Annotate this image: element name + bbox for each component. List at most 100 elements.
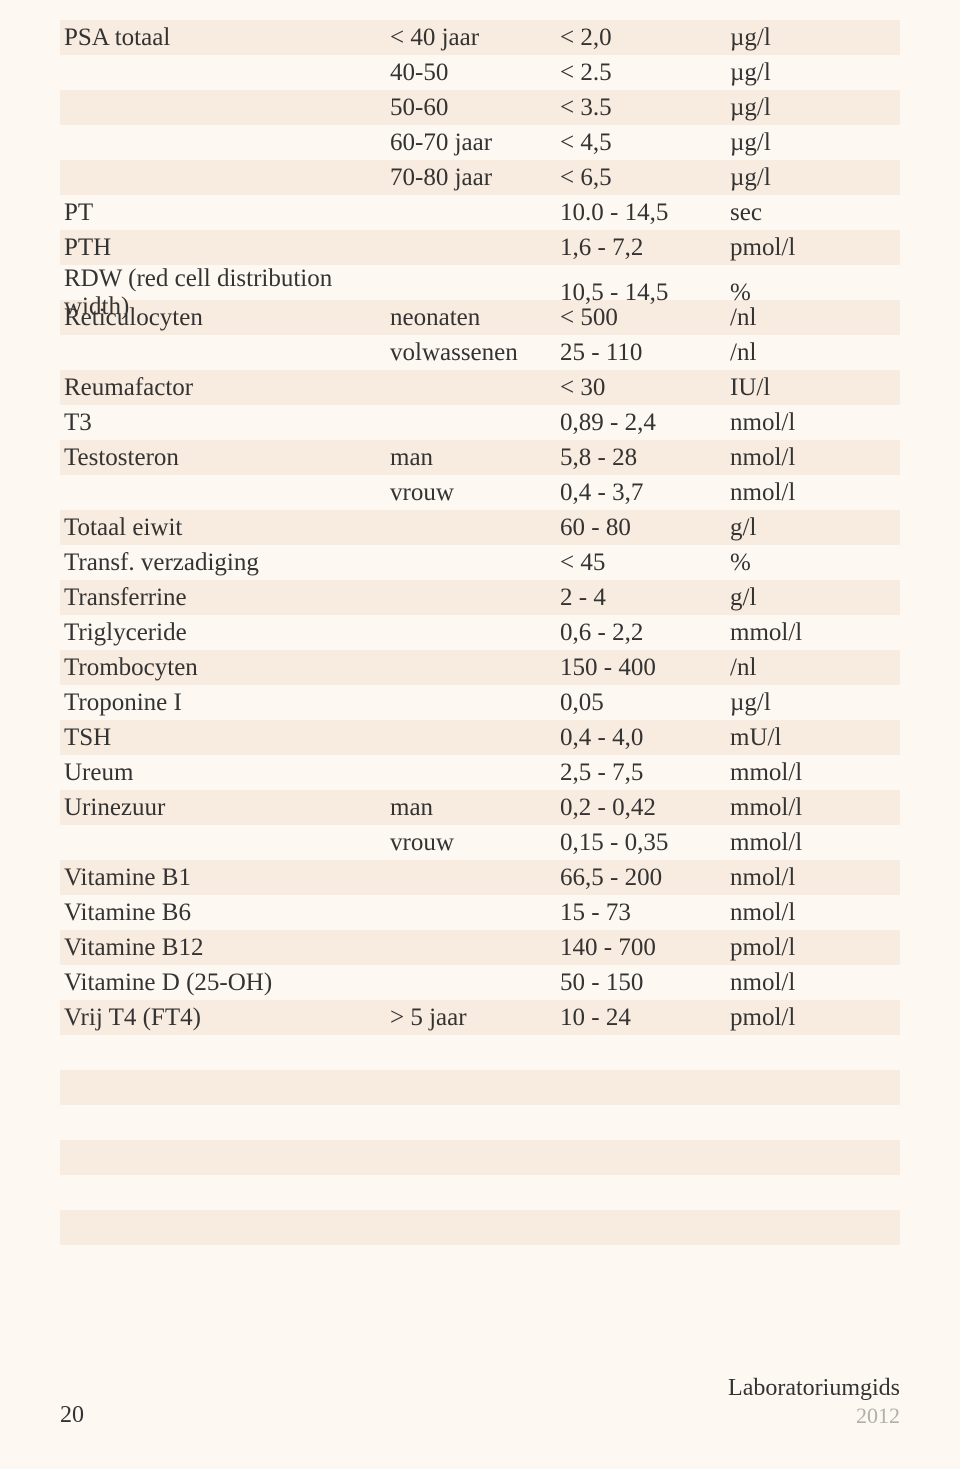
unit: mmol/l	[730, 619, 900, 647]
table-row: Transf. verzadiging < 45%	[60, 545, 900, 580]
qualifier: vrouw	[390, 829, 560, 857]
qualifier: < 40 jaar	[390, 24, 560, 52]
analyte-name: Ureum	[60, 759, 390, 787]
table-row: Vitamine B615 - 73nmol/l	[60, 895, 900, 930]
page-footer: 20 Laboratoriumgids 2012	[60, 1374, 900, 1429]
unit: mU/l	[730, 724, 900, 752]
unit: mmol/l	[730, 794, 900, 822]
table-row	[60, 1035, 900, 1070]
table-row	[60, 1175, 900, 1210]
unit: nmol/l	[730, 444, 900, 472]
unit: /nl	[730, 304, 900, 332]
unit: %	[730, 549, 900, 577]
qualifier: 60-70 jaar	[390, 129, 560, 157]
unit: µg/l	[730, 59, 900, 87]
reference-value: 0,4 - 4,0	[560, 724, 730, 752]
analyte-name: PSA totaal	[60, 24, 390, 52]
unit: g/l	[730, 514, 900, 542]
table-row: 40-50< 2.5µg/l	[60, 55, 900, 90]
unit: nmol/l	[730, 409, 900, 437]
reference-value: < 500	[560, 304, 730, 332]
unit: µg/l	[730, 129, 900, 157]
reference-value: < 3.5	[560, 94, 730, 122]
analyte-name: TSH	[60, 724, 390, 752]
unit: /nl	[730, 339, 900, 367]
guide-title: Laboratoriumgids	[728, 1374, 900, 1403]
guide-year: 2012	[728, 1403, 900, 1429]
reference-value: 150 - 400	[560, 654, 730, 682]
reference-value: 0,2 - 0,42	[560, 794, 730, 822]
unit: mmol/l	[730, 829, 900, 857]
qualifier: 50-60	[390, 94, 560, 122]
analyte-name: Vitamine D (25-OH)	[60, 969, 390, 997]
unit: nmol/l	[730, 479, 900, 507]
unit: mmol/l	[730, 759, 900, 787]
reference-value: 10 - 24	[560, 1004, 730, 1032]
table-row: RDW (red cell distribution width)10,5 - …	[60, 265, 900, 300]
table-row: TSH 0,4 - 4,0mU/l	[60, 720, 900, 755]
qualifier: vrouw	[390, 479, 560, 507]
qualifier: neonaten	[390, 304, 560, 332]
reference-value: < 6,5	[560, 164, 730, 192]
analyte-name: Vitamine B12	[60, 934, 390, 962]
table-row	[60, 1210, 900, 1245]
unit: µg/l	[730, 164, 900, 192]
table-row: volwassenen25 - 110/nl	[60, 335, 900, 370]
reference-value: 0,15 - 0,35	[560, 829, 730, 857]
qualifier: man	[390, 794, 560, 822]
analyte-name: Vrij T4 (FT4)	[60, 1004, 390, 1032]
analyte-name: Transf. verzadiging	[60, 549, 390, 577]
table-row: Vitamine D (25-OH)50 - 150nmol/l	[60, 965, 900, 1000]
table-row: 50-60< 3.5µg/l	[60, 90, 900, 125]
table-row: 70-80 jaar< 6,5µg/l	[60, 160, 900, 195]
reference-value: 66,5 - 200	[560, 864, 730, 892]
qualifier: 40-50	[390, 59, 560, 87]
analyte-name: Transferrine	[60, 584, 390, 612]
reference-value: 25 - 110	[560, 339, 730, 367]
table-row: Vitamine B166,5 - 200nmol/l	[60, 860, 900, 895]
unit: sec	[730, 199, 900, 227]
unit: µg/l	[730, 94, 900, 122]
unit: IU/l	[730, 374, 900, 402]
table-row	[60, 1105, 900, 1140]
reference-value: 5,8 - 28	[560, 444, 730, 472]
table-row: Reumafactor< 30IU/l	[60, 370, 900, 405]
page-number: 20	[60, 1402, 84, 1429]
analyte-name: Totaal eiwit	[60, 514, 390, 542]
reference-value: 0,6 - 2,2	[560, 619, 730, 647]
table-row: Trombocyten150 - 400/nl	[60, 650, 900, 685]
reference-value: 10.0 - 14,5	[560, 199, 730, 227]
unit: /nl	[730, 654, 900, 682]
reference-value: 2,5 - 7,5	[560, 759, 730, 787]
reference-value: 50 - 150	[560, 969, 730, 997]
reference-value: 2 - 4	[560, 584, 730, 612]
analyte-name: PTH	[60, 234, 390, 262]
table-row	[60, 1140, 900, 1175]
analyte-name: Vitamine B6	[60, 899, 390, 927]
reference-value: 0,89 - 2,4	[560, 409, 730, 437]
reference-value: 0,4 - 3,7	[560, 479, 730, 507]
table-row	[60, 1070, 900, 1105]
table-row: Ureum 2,5 - 7,5mmol/l	[60, 755, 900, 790]
analyte-name: Urinezuur	[60, 794, 390, 822]
table-row: 60-70 jaar< 4,5µg/l	[60, 125, 900, 160]
table-row: Vrij T4 (FT4)> 5 jaar10 - 24pmol/l	[60, 1000, 900, 1035]
unit: nmol/l	[730, 899, 900, 927]
unit: µg/l	[730, 689, 900, 717]
qualifier: volwassenen	[390, 339, 560, 367]
reference-value: < 2,0	[560, 24, 730, 52]
reference-value: 1,6 - 7,2	[560, 234, 730, 262]
reference-value: 60 - 80	[560, 514, 730, 542]
reference-value: < 2.5	[560, 59, 730, 87]
qualifier: > 5 jaar	[390, 1004, 560, 1032]
unit: pmol/l	[730, 234, 900, 262]
unit: nmol/l	[730, 864, 900, 892]
unit: g/l	[730, 584, 900, 612]
table-row: PTH 1,6 - 7,2pmol/l	[60, 230, 900, 265]
unit: pmol/l	[730, 934, 900, 962]
reference-value: < 45	[560, 549, 730, 577]
table-row: vrouw0,15 - 0,35mmol/l	[60, 825, 900, 860]
reference-value: 0,05	[560, 689, 730, 717]
unit: µg/l	[730, 24, 900, 52]
table-row: Triglyceride0,6 - 2,2mmol/l	[60, 615, 900, 650]
